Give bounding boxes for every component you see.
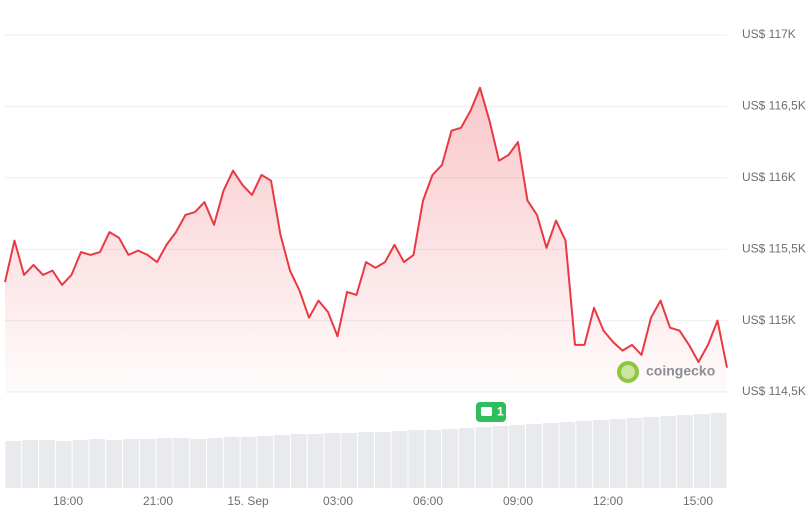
volume-bar [660,416,677,488]
volume-bar [106,440,123,488]
x-tick-label: 15. Sep [227,494,269,508]
volume-bar [626,418,643,488]
volume-bar [442,429,458,488]
volume-bar [542,423,559,488]
volume-bar [710,413,727,488]
volume-bar [206,438,223,488]
volume-bar [156,438,173,488]
volume-bar [408,430,425,488]
x-tick-label: 15:00 [683,494,713,508]
volume-bar [173,438,190,488]
volume-bar [509,425,526,488]
volume-bar [374,432,391,488]
volume-bar [274,435,290,488]
volume-bar [693,414,710,488]
volume-bar [5,441,22,488]
y-tick-label: US$ 114,5K [742,384,806,398]
x-tick-label: 18:00 [53,494,83,508]
watermark-text: coingecko [646,363,715,379]
watermark: coingecko [617,361,715,383]
volume-bar [391,431,408,488]
volume-bar [425,430,442,488]
volume-bar [190,439,206,488]
news-badge[interactable]: 1 [476,402,506,422]
volume-bar [22,440,39,488]
volume-bar [475,427,492,488]
y-tick-label: US$ 117K [742,27,796,41]
badge-count: 1 [497,405,504,419]
volume-bar [643,417,660,488]
volume-bar [72,440,89,488]
volume-bar [593,420,609,488]
volume-bar [240,437,257,488]
volume-bar [358,432,374,488]
x-tick-label: 09:00 [503,494,533,508]
volume-bar [55,441,72,488]
volume-bar [677,415,693,488]
y-tick-label: US$ 115,5K [742,241,806,255]
x-tick-label: 12:00 [593,494,623,508]
x-tick-label: 03:00 [323,494,353,508]
volume-bar [492,426,509,488]
area [5,87,727,393]
price-line [4,86,728,368]
volume-bar [576,421,593,488]
y-tick-label: US$ 116K [742,170,796,184]
volume-bar [39,440,55,488]
x-tick-label: 06:00 [413,494,443,508]
volume-bar [324,433,341,488]
volume-bar [526,424,542,488]
volume-bar [89,439,106,488]
volume-bar [123,439,139,488]
x-tick-label: 21:00 [143,494,173,508]
volume-bar [290,434,307,488]
volume-bar [257,436,274,488]
volume-bar [139,439,156,488]
volume-bar [223,437,240,488]
y-tick-label: US$ 115K [742,313,796,327]
y-tick-label: US$ 116,5K [742,99,806,113]
plot: US$ 114,5K US$ 115K US$ 115,5K US$ 116K US$ … [4,27,806,508]
volume-bar [609,419,626,488]
volume-bar [307,434,324,488]
volume-bar [341,433,358,488]
volume-bar [559,422,576,488]
volume-bar [458,428,475,488]
